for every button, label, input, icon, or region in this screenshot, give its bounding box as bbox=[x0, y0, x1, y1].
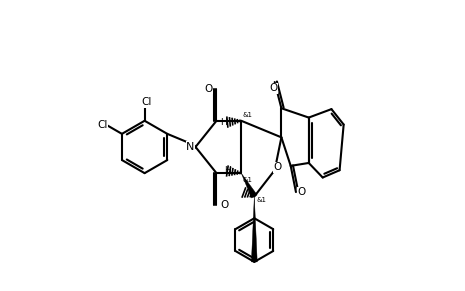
Text: O: O bbox=[298, 187, 306, 197]
Polygon shape bbox=[241, 173, 257, 198]
Polygon shape bbox=[252, 196, 257, 262]
Text: H: H bbox=[224, 166, 231, 175]
Text: O: O bbox=[269, 84, 277, 93]
Text: N: N bbox=[186, 142, 194, 152]
Text: Cl: Cl bbox=[142, 97, 152, 107]
Text: &1: &1 bbox=[243, 178, 252, 183]
Text: O: O bbox=[273, 162, 282, 172]
Text: O: O bbox=[204, 84, 213, 94]
Text: Cl: Cl bbox=[97, 120, 107, 130]
Text: &1: &1 bbox=[257, 197, 266, 203]
Text: O: O bbox=[220, 200, 228, 210]
Text: H: H bbox=[220, 118, 227, 127]
Text: &1: &1 bbox=[243, 112, 252, 118]
